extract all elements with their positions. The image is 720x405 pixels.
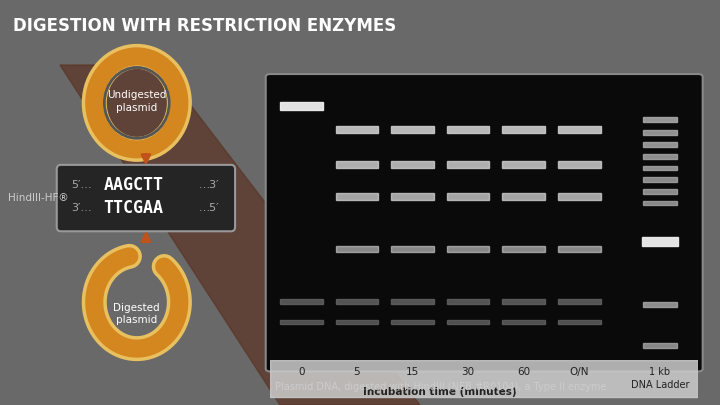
- Text: 15: 15: [405, 367, 419, 377]
- Bar: [391, 126, 433, 133]
- Text: Digested: Digested: [114, 303, 160, 313]
- Bar: [391, 299, 433, 304]
- Bar: [446, 299, 490, 304]
- Bar: [446, 320, 490, 324]
- Text: O/N: O/N: [570, 367, 589, 377]
- FancyBboxPatch shape: [266, 74, 703, 371]
- Bar: [336, 246, 379, 252]
- Polygon shape: [60, 65, 420, 405]
- Text: Incubation time (minutes): Incubation time (minutes): [364, 387, 517, 397]
- Bar: [502, 126, 545, 133]
- Bar: [643, 189, 677, 194]
- Bar: [558, 320, 600, 324]
- Bar: [643, 343, 677, 347]
- Text: DNA Ladder: DNA Ladder: [631, 380, 689, 390]
- Bar: [558, 246, 600, 252]
- Text: 3′…: 3′…: [71, 203, 91, 213]
- Bar: [336, 126, 379, 133]
- Bar: [336, 320, 379, 324]
- Text: TTCGAA: TTCGAA: [104, 199, 163, 217]
- Text: plasmid: plasmid: [116, 103, 158, 113]
- Bar: [558, 299, 600, 304]
- Bar: [502, 246, 545, 252]
- Text: 60: 60: [517, 367, 530, 377]
- Bar: [643, 166, 677, 170]
- Bar: [558, 126, 600, 133]
- Text: HindIII-HF®: HindIII-HF®: [8, 193, 68, 203]
- Text: 5′…: 5′…: [71, 180, 91, 190]
- Bar: [642, 237, 678, 246]
- Bar: [336, 193, 379, 200]
- Bar: [558, 161, 600, 168]
- Bar: [391, 193, 433, 200]
- Bar: [446, 193, 490, 200]
- Bar: [502, 320, 545, 324]
- Bar: [643, 302, 677, 307]
- Bar: [502, 161, 545, 168]
- Bar: [502, 193, 545, 200]
- Bar: [558, 193, 600, 200]
- Bar: [643, 200, 677, 205]
- Text: 30: 30: [462, 367, 474, 377]
- Text: 5: 5: [354, 367, 360, 377]
- Text: DIGESTION WITH RESTRICTION ENZYMES: DIGESTION WITH RESTRICTION ENZYMES: [13, 17, 396, 35]
- Bar: [280, 102, 323, 110]
- Text: 0: 0: [298, 367, 305, 377]
- Bar: [391, 246, 433, 252]
- Bar: [446, 246, 490, 252]
- Text: …3′: …3′: [199, 180, 219, 190]
- Text: AAGCTT: AAGCTT: [104, 176, 163, 194]
- Bar: [643, 154, 677, 159]
- Text: plasmid: plasmid: [116, 315, 158, 325]
- Text: …5′: …5′: [199, 203, 219, 213]
- Bar: [643, 142, 677, 147]
- Bar: [643, 117, 677, 122]
- Text: Plasmid DNA, digested with HindIII (NEB #R0104), a Type II enzyme.: Plasmid DNA, digested with HindIII (NEB …: [275, 382, 610, 392]
- Bar: [446, 161, 490, 168]
- Bar: [446, 126, 490, 133]
- Bar: [391, 161, 433, 168]
- Bar: [502, 299, 545, 304]
- Bar: [280, 299, 323, 304]
- FancyBboxPatch shape: [57, 165, 235, 231]
- Text: Undigested: Undigested: [107, 90, 166, 100]
- Text: 1 kb: 1 kb: [649, 367, 670, 377]
- Bar: [643, 177, 677, 182]
- Bar: [336, 161, 379, 168]
- Bar: [336, 299, 379, 304]
- Bar: [643, 130, 677, 135]
- Bar: [280, 320, 323, 324]
- Bar: [391, 320, 433, 324]
